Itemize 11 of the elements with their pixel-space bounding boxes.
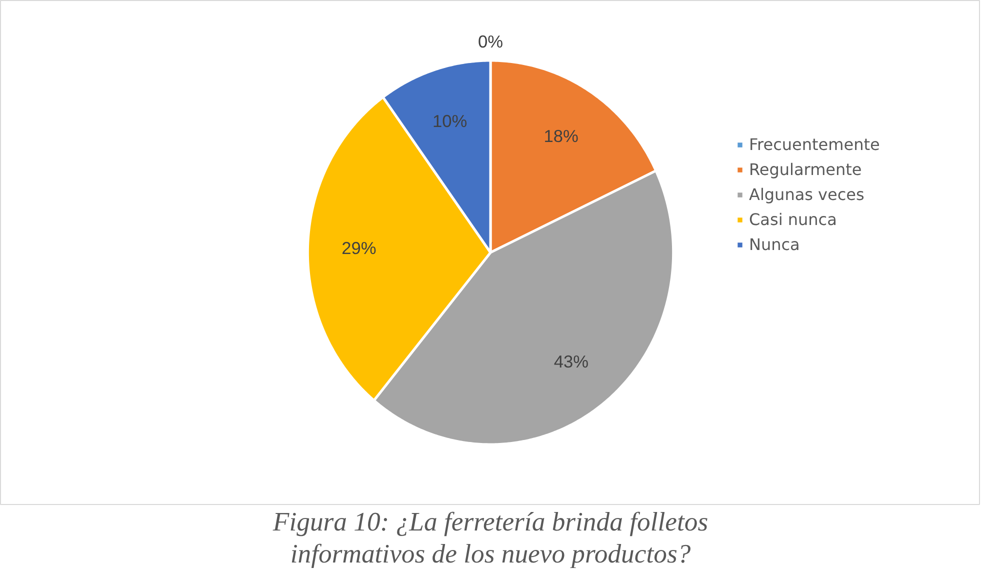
text: 0% bbox=[478, 31, 504, 52]
data-label: 10% bbox=[432, 111, 468, 132]
legend-label: Casi nunca bbox=[749, 210, 837, 229]
legend-label: Nunca bbox=[749, 235, 800, 254]
text: Figura 10: ¿La ferretería brinda folletos informativos de los nuevo productos? bbox=[272, 506, 708, 568]
legend-label: Algunas veces bbox=[749, 185, 864, 204]
data-label: 29% bbox=[342, 238, 376, 258]
legend-label: Regularmente bbox=[749, 160, 862, 179]
legend-label: Frecuentemente bbox=[749, 135, 880, 154]
data-label: 18% bbox=[544, 126, 578, 146]
data-label: 43% bbox=[554, 352, 589, 372]
